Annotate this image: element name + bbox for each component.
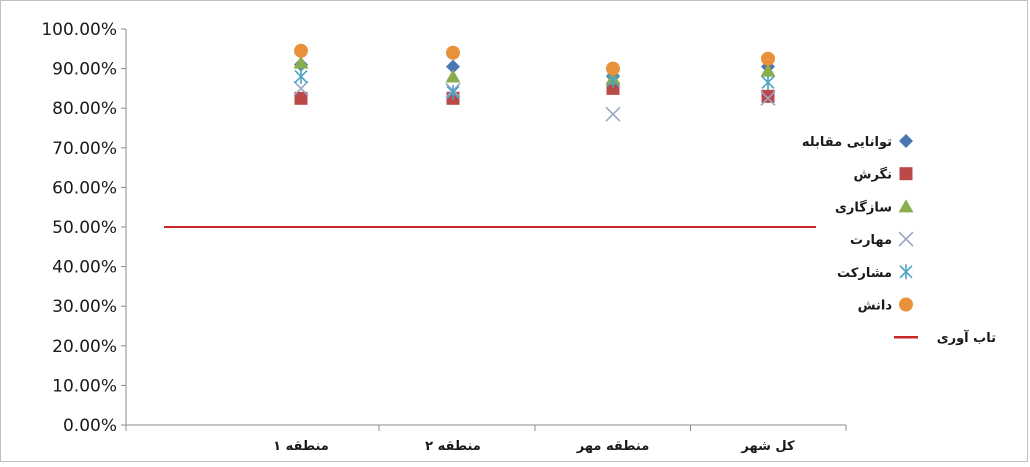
data-point-x: [293, 80, 309, 96]
data-point-triangle: [293, 55, 309, 69]
y-tick-label: 40.00%: [52, 258, 117, 278]
legend-marker-square: [899, 167, 913, 181]
x-tick-label: منطقه مهر: [576, 439, 650, 454]
data-point-square: [761, 89, 775, 103]
legend-marker-x: [898, 231, 914, 247]
legend-marker-diamond: [899, 134, 913, 148]
data-point-x: [760, 90, 776, 106]
y-tick-label: 80.00%: [52, 99, 117, 119]
legend-label: مهارت: [850, 233, 892, 248]
data-point-circle: [446, 45, 460, 60]
data-point-square: [606, 81, 620, 95]
y-tick-label: 10.00%: [52, 376, 117, 396]
legend-label: سازگاری: [835, 199, 892, 215]
legend-label: دانش: [858, 299, 893, 314]
y-tick-label: 30.00%: [52, 297, 117, 317]
legend-marker-star: [899, 264, 913, 280]
data-point-star: [294, 69, 308, 85]
y-tick-label: 90.00%: [52, 60, 117, 80]
data-point-square: [294, 91, 308, 105]
y-tick-label: 100.00%: [41, 20, 117, 40]
y-tick-label: 50.00%: [52, 218, 117, 238]
data-point-x: [605, 106, 621, 122]
data-point-circle: [761, 51, 775, 66]
legend-marker-circle: [899, 297, 913, 312]
legend-label: نگرش: [854, 167, 892, 183]
legend-marker-triangle: [898, 199, 914, 213]
legend-label: تاب آوری: [937, 329, 996, 346]
y-tick-label: 0.00%: [63, 416, 117, 436]
data-point-diamond: [446, 59, 460, 74]
legend-label: توانایی مقابله: [802, 135, 892, 150]
data-point-circle: [606, 61, 620, 76]
data-point-triangle: [760, 63, 776, 77]
x-tick-label: منطقه ۲: [425, 439, 481, 454]
x-tick-label: منطقه ۱: [273, 439, 329, 454]
data-point-star: [761, 74, 775, 90]
data-point-star: [446, 84, 460, 100]
x-tick-label: کل شهر: [740, 439, 795, 454]
data-point-circle: [294, 43, 308, 58]
data-point-triangle: [445, 69, 461, 83]
legend-label: مشارکت: [837, 266, 892, 281]
y-tick-label: 20.00%: [52, 337, 117, 357]
y-tick-label: 60.00%: [52, 178, 117, 198]
y-tick-label: 70.00%: [52, 139, 117, 159]
